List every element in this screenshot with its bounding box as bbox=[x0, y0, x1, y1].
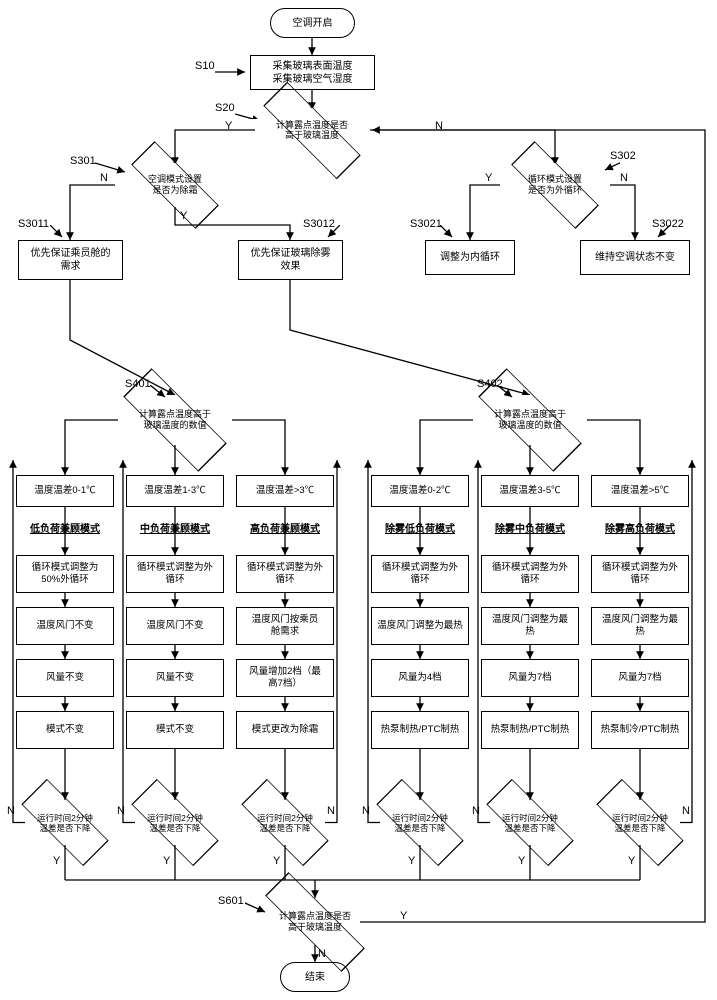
mode-label: 除雾高负荷模式 bbox=[591, 520, 689, 535]
step-box: 温度风门不变 bbox=[126, 607, 224, 645]
step-box: 模式更改为除霜 bbox=[236, 711, 334, 749]
step-box: 模式不变 bbox=[126, 711, 224, 749]
yn-label: N bbox=[472, 805, 480, 817]
step-box: 循环模式调整为 50%外循环 bbox=[16, 555, 114, 593]
step-box: 温度风门不变 bbox=[16, 607, 114, 645]
yn-label: Y bbox=[53, 855, 60, 867]
cond-box: 温度温差1-3℃ bbox=[126, 475, 224, 507]
check-diamond: 运行时间2分钟 温差是否下降 bbox=[250, 800, 320, 845]
yn-label: Y bbox=[180, 210, 187, 222]
decision-s301: 空调模式设置 是否为除霜 bbox=[140, 163, 210, 207]
decision-s401: 计算露点温度高于 玻璃温度的数值 bbox=[137, 395, 213, 445]
step-box: 模式不变 bbox=[16, 711, 114, 749]
check-diamond: 运行时间2分钟 温差是否下降 bbox=[140, 800, 210, 845]
step-box: 热泵制热/PTC制热 bbox=[371, 711, 469, 749]
decision-s302: 循环模式设置 是否为外循环 bbox=[520, 163, 590, 207]
step-box: 循环模式调整为外 循环 bbox=[371, 555, 469, 593]
step-box: 风量为7档 bbox=[481, 659, 579, 697]
decision-s402: 计算露点温度高于 玻璃温度的数值 bbox=[492, 395, 568, 445]
mode-label: 中负荷兼顾模式 bbox=[126, 520, 224, 535]
check-diamond: 运行时间2分钟 温差是否下降 bbox=[605, 800, 675, 845]
label-s3011: S3011 bbox=[18, 218, 49, 230]
decision-s601: 计算露点温度是否 高于玻璃温度 bbox=[275, 900, 355, 944]
label-s3021: S3021 bbox=[410, 218, 442, 230]
process-s3012: 优先保证玻璃除雾 效果 bbox=[238, 240, 343, 280]
label-s401: S401 bbox=[125, 378, 151, 390]
yn-label: N bbox=[318, 948, 326, 960]
step-box: 热泵制热/PTC制热 bbox=[481, 711, 579, 749]
process-s3011: 优先保证乘员舱的 需求 bbox=[18, 240, 123, 280]
yn-label: N bbox=[435, 120, 443, 132]
process-s10: 采集玻璃表面温度 采集玻璃空气湿度 bbox=[250, 55, 375, 90]
process-s3022: 维持空调状态不变 bbox=[580, 240, 690, 275]
cond-box: 温度温差0-2℃ bbox=[371, 475, 469, 507]
step-box: 温度风门按乘员 舱需求 bbox=[236, 607, 334, 645]
mode-label: 除雾低负荷模式 bbox=[371, 520, 469, 535]
step-box: 风量增加2档（最 高7档） bbox=[236, 659, 334, 697]
step-box: 循环模式调整为外 循环 bbox=[236, 555, 334, 593]
yn-label: Y bbox=[273, 855, 280, 867]
mode-label: 高负荷兼顾模式 bbox=[236, 520, 334, 535]
label-s10: S10 bbox=[195, 60, 215, 72]
yn-label: N bbox=[7, 805, 15, 817]
yn-label: Y bbox=[225, 120, 232, 132]
cond-box: 温度温差0-1℃ bbox=[16, 475, 114, 507]
mode-label: 除雾中负荷模式 bbox=[481, 520, 579, 535]
check-diamond: 运行时间2分钟 温差是否下降 bbox=[30, 800, 100, 845]
terminal-start: 空调开启 bbox=[270, 8, 355, 38]
label-s601: S601 bbox=[218, 895, 244, 907]
label-s301: S301 bbox=[70, 155, 96, 167]
yn-label: Y bbox=[628, 855, 635, 867]
mode-label: 低负荷兼顾模式 bbox=[16, 520, 114, 535]
yn-label: Y bbox=[485, 172, 492, 184]
step-box: 温度风门调整为最 热 bbox=[591, 607, 689, 645]
step-box: 循环模式调整为外 循环 bbox=[126, 555, 224, 593]
yn-label: N bbox=[100, 172, 108, 184]
step-box: 热泵制冷/PTC制热 bbox=[591, 711, 689, 749]
step-box: 风量不变 bbox=[126, 659, 224, 697]
process-s3021: 调整为内循环 bbox=[425, 240, 515, 275]
step-box: 风量为7档 bbox=[591, 659, 689, 697]
label-s20: S20 bbox=[215, 102, 235, 114]
step-box: 温度风门调整为最热 bbox=[371, 607, 469, 645]
cond-box: 温度温差>3℃ bbox=[236, 475, 334, 507]
step-box: 风量为4档 bbox=[371, 659, 469, 697]
yn-label: N bbox=[362, 805, 370, 817]
yn-label: Y bbox=[518, 855, 525, 867]
yn-label: N bbox=[620, 172, 628, 184]
step-box: 循环模式调整为外 循环 bbox=[481, 555, 579, 593]
decision-s20: 计算露点温度是否 高于玻璃温度 bbox=[272, 108, 352, 153]
cond-box: 温度温差3-5℃ bbox=[481, 475, 579, 507]
step-box: 温度风门调整为最 热 bbox=[481, 607, 579, 645]
yn-label: Y bbox=[400, 910, 407, 922]
cond-box: 温度温差>5℃ bbox=[591, 475, 689, 507]
check-diamond: 运行时间2分钟 温差是否下降 bbox=[495, 800, 565, 845]
check-diamond: 运行时间2分钟 温差是否下降 bbox=[385, 800, 455, 845]
step-box: 风量不变 bbox=[16, 659, 114, 697]
yn-label: Y bbox=[408, 855, 415, 867]
yn-label: N bbox=[117, 805, 125, 817]
yn-label: Y bbox=[163, 855, 170, 867]
step-box: 循环模式调整为外 循环 bbox=[591, 555, 689, 593]
